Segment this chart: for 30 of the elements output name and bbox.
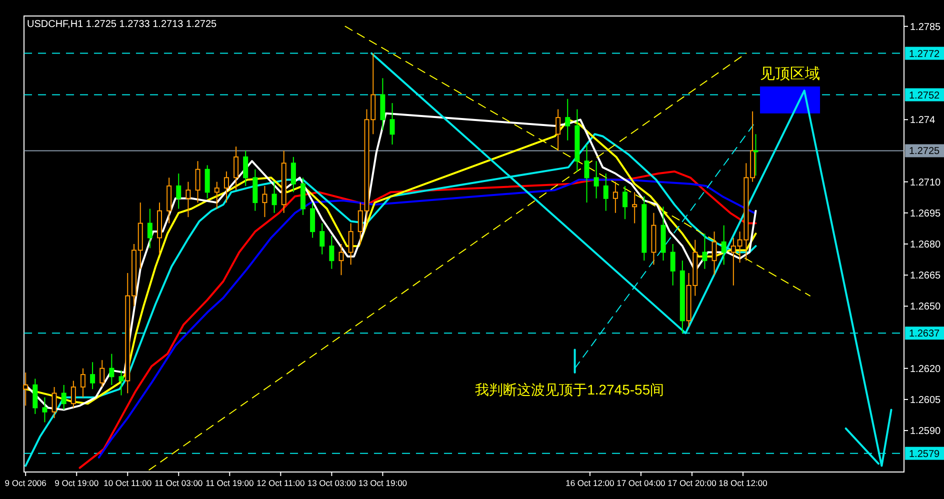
ref-line-label: 1.2772 bbox=[909, 48, 940, 60]
x-tick-label: 12 Oct 11:00 bbox=[256, 478, 305, 488]
x-tick-label: 10 Oct 11:00 bbox=[104, 478, 152, 488]
annotation: 我判断这波见顶于1.2745-55间 bbox=[475, 381, 664, 398]
y-tick-label: 1.2620 bbox=[910, 364, 942, 375]
x-tick-label: 9 Oct 19:00 bbox=[54, 478, 99, 488]
ref-line-label: 1.2637 bbox=[909, 328, 940, 340]
ref-line-label: 1.2579 bbox=[909, 448, 940, 460]
y-tick-label: 1.2710 bbox=[910, 177, 942, 188]
x-tick-label: 17 Oct 20:00 bbox=[668, 478, 717, 488]
x-tick-label: 18 Oct 12:00 bbox=[718, 478, 768, 488]
y-tick-label: 1.2650 bbox=[910, 302, 942, 313]
y-tick-label: 1.2785 bbox=[910, 22, 942, 33]
x-tick-label: 11 Oct 19:00 bbox=[206, 478, 254, 488]
y-tick-label: 1.2695 bbox=[910, 208, 942, 220]
chart-title: USDCHF,H1 1.2725 1.2733 1.2713 1.2725 bbox=[27, 19, 218, 30]
x-tick-label: 13 Oct 19:00 bbox=[358, 478, 408, 488]
x-tick-label: 11 Oct 03:00 bbox=[154, 478, 203, 488]
ref-line-label: 1.2752 bbox=[909, 90, 940, 102]
x-tick-label: 16 Oct 12:00 bbox=[566, 478, 615, 488]
y-tick-label: 1.2605 bbox=[910, 394, 942, 406]
y-tick-label: 1.2590 bbox=[910, 426, 942, 438]
y-tick-label: 1.2665 bbox=[910, 270, 942, 282]
y-tick-label: 1.2680 bbox=[910, 240, 942, 250]
x-tick-label: 13 Oct 03:00 bbox=[307, 478, 356, 488]
x-tick-label: 17 Oct 04:00 bbox=[616, 478, 666, 488]
ref-line-label: 1.2725 bbox=[909, 146, 940, 158]
annotation: 见顶区域 bbox=[760, 65, 820, 82]
x-tick-label: 9 Oct 2006 bbox=[4, 478, 47, 488]
y-tick-label: 1.274 bbox=[910, 115, 936, 126]
